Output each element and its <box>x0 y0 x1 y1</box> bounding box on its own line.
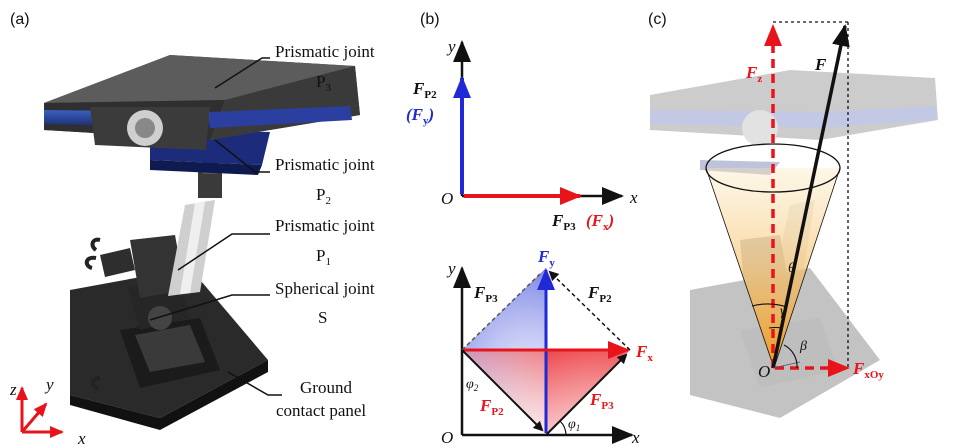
leader-lines <box>149 57 282 396</box>
annotation-ground-line2: contact panel <box>276 401 366 420</box>
label-fp3: FP3 <box>551 211 576 233</box>
annotation-p2-line1: Prismatic joint <box>275 155 375 174</box>
fp3-upper-dashed <box>461 271 543 351</box>
theta-arc <box>751 303 788 308</box>
panel-b: (b) y x O FP2 (Fy) FP3 (Fx) <box>406 11 653 446</box>
annotation-ground-line1: Ground <box>300 378 352 397</box>
axis-y-label: y <box>44 375 54 394</box>
panel-b-bottom: y x O Fy Fx FP3 FP2 FP2 FP3 φ2 φ1 <box>441 247 653 446</box>
robot-illustration-faded <box>650 70 938 418</box>
fp3-lower-vector <box>545 353 628 436</box>
fp2-upper-dashed <box>548 270 631 351</box>
label-fp2-lower: FP2 <box>479 396 504 418</box>
annotation-p1-line2: P1 <box>316 246 331 268</box>
annotation-spherical-line1: Spherical joint <box>275 279 375 298</box>
axis-x-label: x <box>77 429 86 446</box>
c-origin: O <box>758 362 770 381</box>
b-bottom-x-label: x <box>631 428 640 446</box>
annotation-p3-line1: Prismatic joint <box>275 42 375 61</box>
panel-b-tag: (b) <box>420 11 440 28</box>
label-fx-paren: (Fx) <box>586 211 614 233</box>
label-fp3-lower: FP3 <box>589 390 614 412</box>
annotation-p1-line1: Prismatic joint <box>275 216 375 235</box>
panel-c: (c) Fz F FxOy <box>648 11 938 418</box>
cone-axis-hint <box>772 361 801 369</box>
label-phi1: φ1 <box>568 417 580 433</box>
cone-edge-left <box>705 167 775 369</box>
label-fz: Fz <box>745 63 762 85</box>
panel-b-top: y x O FP2 (Fy) FP3 (Fx) <box>406 37 638 233</box>
panel-a: (a) <box>9 11 375 446</box>
axis-z-label: z <box>9 380 17 399</box>
f-vector <box>771 24 850 369</box>
b-top-x-label: x <box>629 188 638 207</box>
coordinate-frame-a: z y x <box>9 375 86 446</box>
gamma-arc <box>768 326 783 329</box>
label-fp2: FP2 <box>412 79 437 101</box>
annotation-p3-line2: P3 <box>316 72 331 94</box>
annotation-p2-line2: P2 <box>316 185 331 207</box>
label-beta: β <box>799 339 807 354</box>
cone-edge-right <box>773 167 841 369</box>
label-fp2-upper: FP2 <box>587 283 612 305</box>
label-fy-bottom: Fy <box>537 247 555 269</box>
b-top-origin: O <box>441 189 453 208</box>
b-top-y-label: y <box>446 37 456 56</box>
beta-arc <box>783 344 798 369</box>
label-phi2: φ2 <box>466 377 479 393</box>
annotation-spherical-line2: S <box>318 308 327 327</box>
label-fxoy: FxOy <box>852 359 884 381</box>
label-theta: θ <box>788 261 795 276</box>
b-bottom-y-label: y <box>446 259 456 278</box>
b-bottom-origin: O <box>441 428 453 446</box>
label-f: F <box>814 55 827 74</box>
phi1-arc <box>559 420 567 436</box>
label-fy-paren: (Fy) <box>406 105 434 127</box>
panel-c-tag: (c) <box>648 11 667 28</box>
phi2-arc <box>471 359 477 365</box>
friction-cone <box>706 168 840 368</box>
label-fx-bottom: Fx <box>635 342 653 364</box>
label-fp3-upper: FP3 <box>473 283 498 305</box>
label-gamma: γ <box>780 304 786 319</box>
robot-illustration <box>44 55 360 430</box>
panel-a-tag: (a) <box>10 11 30 28</box>
